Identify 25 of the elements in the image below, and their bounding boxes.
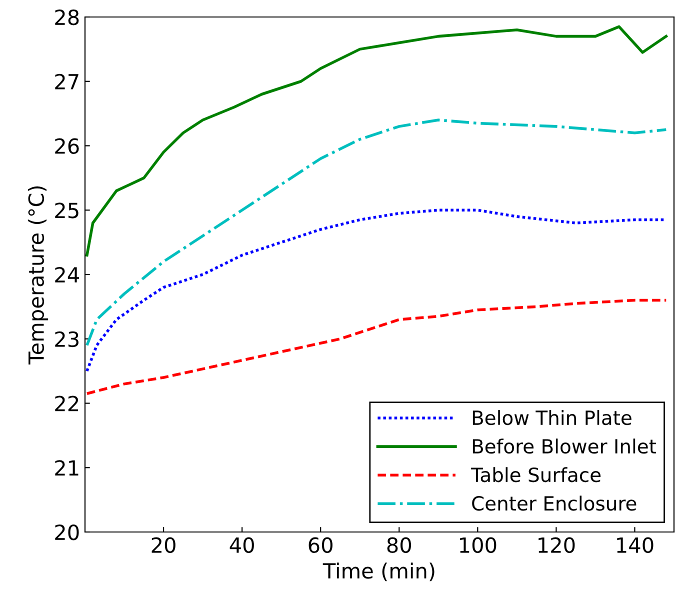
x-tick-label: 20 bbox=[152, 537, 176, 553]
line-series bbox=[86, 118, 668, 347]
x-tick-label: 80 bbox=[387, 537, 412, 553]
legend-label: Before Blower Inlet bbox=[472, 438, 656, 454]
legend-label: Below Thin Plate bbox=[472, 410, 632, 426]
x-tick-label: 120 bbox=[538, 537, 575, 553]
y-tick-label: 28 bbox=[55, 9, 79, 26]
x-axis-title: Time (min) bbox=[322, 562, 434, 582]
y-tick-label: 26 bbox=[55, 138, 79, 154]
y-tick-label: 22 bbox=[55, 396, 78, 412]
x-tick-label: 60 bbox=[308, 537, 332, 553]
y-tick-label: 23 bbox=[55, 331, 78, 348]
y-tick-label: 21 bbox=[55, 460, 78, 476]
legend-label: Center Enclosure bbox=[472, 496, 636, 511]
line-series bbox=[86, 25, 668, 257]
x-tick-label: 140 bbox=[617, 537, 654, 553]
y-tick-label: 27 bbox=[55, 74, 78, 90]
y-tick-label: 24 bbox=[55, 266, 79, 282]
x-tick-label: 40 bbox=[230, 537, 254, 553]
legend-label: Table Surface bbox=[470, 467, 601, 482]
y-tick-label: 20 bbox=[55, 524, 79, 540]
y-tick-label: 25 bbox=[55, 202, 78, 218]
x-tick-label: 100 bbox=[460, 537, 496, 553]
y-axis-title: Temperature (°C) bbox=[28, 186, 48, 364]
line-series bbox=[86, 298, 668, 395]
